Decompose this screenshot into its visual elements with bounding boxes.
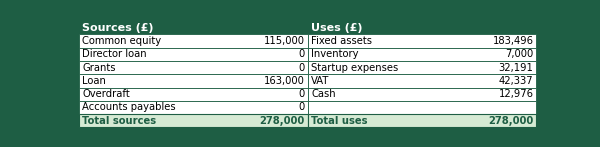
Bar bbox=[308, 114, 536, 127]
Text: 0: 0 bbox=[298, 63, 305, 73]
Bar bbox=[308, 21, 536, 34]
Text: 163,000: 163,000 bbox=[264, 76, 305, 86]
Text: 32,191: 32,191 bbox=[499, 63, 533, 73]
Text: 0: 0 bbox=[298, 102, 305, 112]
Bar bbox=[79, 87, 308, 101]
Bar bbox=[79, 34, 308, 48]
Bar bbox=[308, 48, 536, 61]
Text: Loan: Loan bbox=[82, 76, 106, 86]
Text: 278,000: 278,000 bbox=[488, 116, 533, 126]
Text: Overdraft: Overdraft bbox=[82, 89, 130, 99]
Bar bbox=[79, 74, 308, 87]
Bar bbox=[308, 74, 536, 87]
Bar bbox=[308, 34, 536, 48]
Text: VAT: VAT bbox=[311, 76, 329, 86]
Bar bbox=[79, 114, 308, 127]
Bar bbox=[79, 61, 308, 74]
Bar bbox=[79, 48, 308, 61]
Bar bbox=[308, 87, 536, 101]
Text: Startup expenses: Startup expenses bbox=[311, 63, 398, 73]
Text: 183,496: 183,496 bbox=[493, 36, 533, 46]
Text: Total sources: Total sources bbox=[82, 116, 157, 126]
Text: Cash: Cash bbox=[311, 89, 336, 99]
Text: Common equity: Common equity bbox=[82, 36, 161, 46]
Text: Inventory: Inventory bbox=[311, 49, 359, 59]
Text: 0: 0 bbox=[298, 49, 305, 59]
Text: Uses (£): Uses (£) bbox=[311, 23, 363, 33]
Text: 42,337: 42,337 bbox=[499, 76, 533, 86]
Text: Fixed assets: Fixed assets bbox=[311, 36, 372, 46]
Text: Total uses: Total uses bbox=[311, 116, 368, 126]
Text: 12,976: 12,976 bbox=[499, 89, 533, 99]
Bar bbox=[79, 21, 308, 34]
Text: Accounts payables: Accounts payables bbox=[82, 102, 176, 112]
Text: 7,000: 7,000 bbox=[505, 49, 533, 59]
Text: 0: 0 bbox=[298, 89, 305, 99]
Bar bbox=[308, 61, 536, 74]
Text: Sources (£): Sources (£) bbox=[82, 23, 154, 33]
Text: 278,000: 278,000 bbox=[259, 116, 305, 126]
Bar bbox=[79, 101, 308, 114]
Text: Director loan: Director loan bbox=[82, 49, 147, 59]
Text: 115,000: 115,000 bbox=[264, 36, 305, 46]
Text: Grants: Grants bbox=[82, 63, 116, 73]
Bar bbox=[308, 101, 536, 114]
